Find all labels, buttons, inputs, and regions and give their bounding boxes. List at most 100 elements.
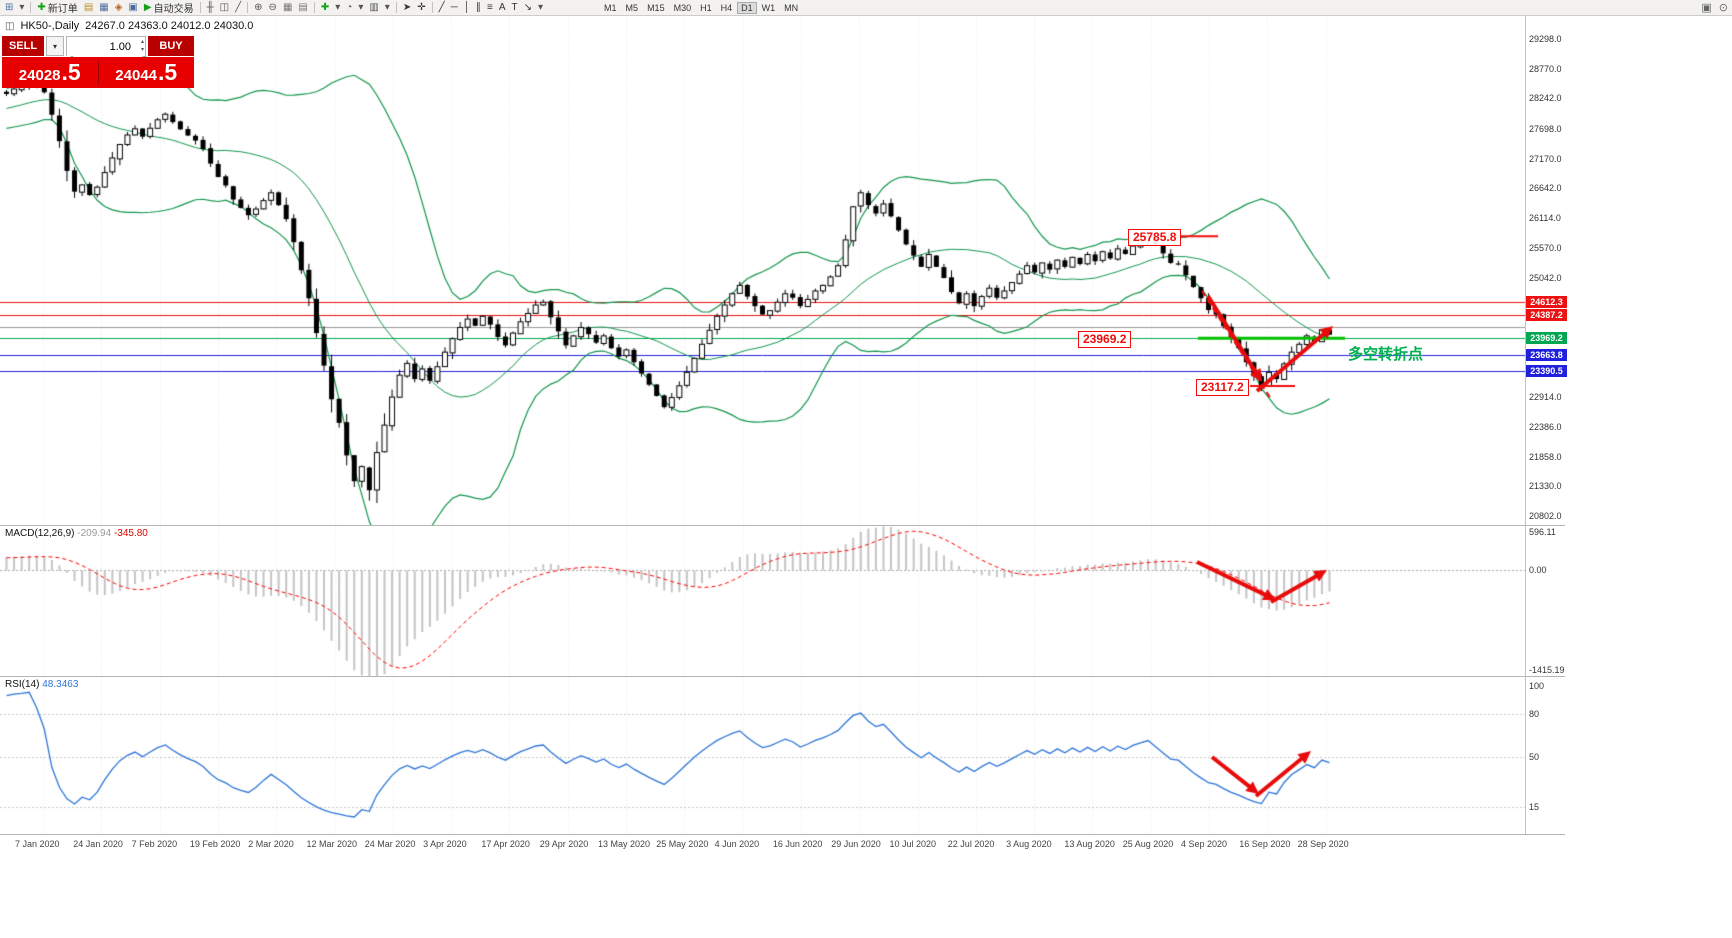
text-icon[interactable]: A <box>496 1 509 15</box>
indicators-dropdown-icon[interactable]: ▾ <box>332 1 343 15</box>
crosshair-icon[interactable]: ✛ <box>414 1 428 15</box>
price-axis-label: 27170.0 <box>1529 153 1562 164</box>
price-axis-label: 21330.0 <box>1529 481 1562 492</box>
main-price-chart[interactable] <box>0 16 1525 525</box>
cascade-windows-icon: ▤ <box>298 1 308 13</box>
macd-indicator-panel[interactable] <box>0 526 1525 676</box>
order-type-dropdown[interactable]: ▾ <box>46 36 64 56</box>
timeframe-bar: M1 M5 M15 M30 H1 H4 D1 W1 MN <box>600 1 802 14</box>
candlestick-type-icon: ◫ <box>219 1 230 13</box>
vertical-line-icon: │ <box>463 1 470 13</box>
zoom-out-icon: ⊖ <box>268 1 277 13</box>
cursor-icon[interactable]: ➤ <box>400 1 414 15</box>
price-label-23117: 23117.2 <box>1196 379 1249 396</box>
price-axis-label: 29298.0 <box>1529 34 1562 45</box>
new-chart-icon[interactable]: ⊞ <box>2 1 16 15</box>
autotrade-button[interactable]: ▶ 自动交易 <box>141 1 197 15</box>
chevron-down-icon: ▾ <box>52 41 57 51</box>
data-window-icon: ▦ <box>99 1 109 13</box>
price-tag: 23390.5 <box>1526 364 1567 377</box>
zoom-in-icon[interactable]: ⊕ <box>251 1 265 15</box>
navigator-icon[interactable]: ◈ <box>112 1 126 15</box>
channel-icon[interactable]: ∥ <box>473 1 484 15</box>
turning-point-note: 多空转折点 <box>1348 346 1424 363</box>
candlestick-type-icon[interactable]: ◫ <box>217 1 232 15</box>
terminal-icon[interactable]: ▣ <box>125 1 140 15</box>
chart-symbol-period: HK50-,Daily <box>20 20 80 32</box>
line-chart-type-icon[interactable]: ╱ <box>232 1 244 15</box>
indicators-dropdown-icon: ▾ <box>335 1 341 13</box>
periods-dropdown-icon[interactable]: ▾ <box>355 1 366 15</box>
timeframe-m1[interactable]: M1 <box>604 2 617 13</box>
date-axis-label: 25 May 2020 <box>656 839 709 849</box>
periods-icon[interactable]: ◔ <box>343 1 355 15</box>
market-watch-icon[interactable]: ▤ <box>81 1 96 15</box>
data-window-icon[interactable]: ▦ <box>96 1 111 15</box>
date-axis-label: 4 Jun 2020 <box>714 839 760 849</box>
templates-dropdown-icon: ▾ <box>384 1 390 13</box>
rsi-panel-divider[interactable] <box>0 676 1565 677</box>
timeframe-h4[interactable]: H4 <box>720 2 733 13</box>
label-icon[interactable]: T <box>509 1 521 15</box>
date-axis-label: 22 Jul 2020 <box>947 839 995 849</box>
rsi-axis-label: 50 <box>1529 752 1540 762</box>
tile-windows-icon[interactable]: ▦ <box>280 1 295 15</box>
search-icon[interactable]: ⊙ <box>1718 2 1728 14</box>
new-order-button[interactable]: ✚ 新订单 <box>34 1 80 15</box>
volume-field: ▴ ▾ <box>66 36 146 56</box>
rsi-axis-label: 15 <box>1529 801 1540 812</box>
cascade-windows-icon[interactable]: ▤ <box>295 1 310 15</box>
rsi-axis-label: 100 <box>1529 681 1545 691</box>
fibonacci-icon[interactable]: ≡ <box>484 1 496 15</box>
bar-chart-type-icon[interactable]: ╫ <box>204 1 217 15</box>
sell-button[interactable]: SELL <box>2 36 44 56</box>
market-watch-icon: ▤ <box>83 1 94 13</box>
volume-decrease-button[interactable]: ▾ <box>140 47 144 53</box>
timeframe-m30[interactable]: M30 <box>673 2 692 13</box>
toolbar-separator <box>247 2 249 13</box>
timeframe-d1[interactable]: D1 <box>737 1 757 14</box>
trendline-icon[interactable]: ╱ <box>436 1 448 15</box>
arrows-tool-icon[interactable]: ↘ <box>521 1 535 15</box>
templates-icon[interactable]: ▥ <box>366 1 381 15</box>
date-axis-label: 13 May 2020 <box>598 839 651 849</box>
rsi-axis-label: 80 <box>1529 709 1540 720</box>
indicators-icon[interactable]: ✚ <box>318 1 332 15</box>
arrows-tool-icon: ↘ <box>523 1 532 13</box>
toolbar: ⊞ ▾ ✚ 新订单 ▤ ▦ ◈ ▣ ▶ 自动交易 ╫ ◫ ╱ ⊕ ⊖ ▦ ▤ ✚ ▾ ◔ ▾ ▥ ▾ ➤ ✛ ╱ ─ │ ∥ ≡ A T ↘ ▾ M… <box>0 0 1732 16</box>
timeframe-h1[interactable]: H1 <box>700 2 712 13</box>
arrows-dropdown-icon[interactable]: ▾ <box>535 1 546 15</box>
date-axis-label: 3 Apr 2020 <box>423 839 467 849</box>
date-axis-label: 16 Sep 2020 <box>1239 839 1291 849</box>
timeframe-m15[interactable]: M15 <box>647 2 665 13</box>
toolbar-separator <box>313 2 315 13</box>
channel-icon: ∥ <box>475 1 481 13</box>
one-click-trading-panel: SELL ▾ ▴ ▾ BUY 24028.5 24044.5 <box>2 36 194 88</box>
new-order-icon: ✚ <box>37 1 46 13</box>
date-axis-label: 2 Mar 2020 <box>248 839 294 849</box>
profiles-dropdown-icon[interactable]: ▾ <box>16 1 27 15</box>
zoom-in-icon: ⊕ <box>254 1 263 13</box>
autotrade-icon: ▶ <box>143 1 152 13</box>
rsi-indicator-panel[interactable] <box>0 677 1525 834</box>
new-window-icon[interactable]: ▣ <box>1701 2 1712 14</box>
zoom-out-icon[interactable]: ⊖ <box>266 1 280 15</box>
volume-increase-button[interactable]: ▴ <box>140 39 144 45</box>
macd-panel-divider[interactable] <box>0 525 1565 526</box>
timeframe-w1[interactable]: W1 <box>761 2 776 13</box>
periods-dropdown-icon: ▾ <box>358 1 364 13</box>
buy-button[interactable]: BUY <box>148 36 194 56</box>
date-axis-label: 24 Jan 2020 <box>73 839 123 849</box>
timeframe-mn[interactable]: MN <box>784 2 799 13</box>
volume-input[interactable] <box>67 38 145 56</box>
date-axis-label: 29 Jun 2020 <box>831 839 881 849</box>
price-axis-label: 26114.0 <box>1529 212 1561 223</box>
timeframe-m5[interactable]: M5 <box>625 2 639 13</box>
line-chart-type-icon: ╱ <box>235 1 242 13</box>
templates-dropdown-icon[interactable]: ▾ <box>382 1 393 15</box>
vertical-line-icon[interactable]: │ <box>461 1 473 15</box>
price-label-25785: 25785.8 <box>1128 229 1182 246</box>
horizontal-line-icon[interactable]: ─ <box>448 1 461 15</box>
tile-windows-icon: ▦ <box>282 1 293 13</box>
one-click-prices-row: 24028.5 24044.5 <box>2 57 194 88</box>
